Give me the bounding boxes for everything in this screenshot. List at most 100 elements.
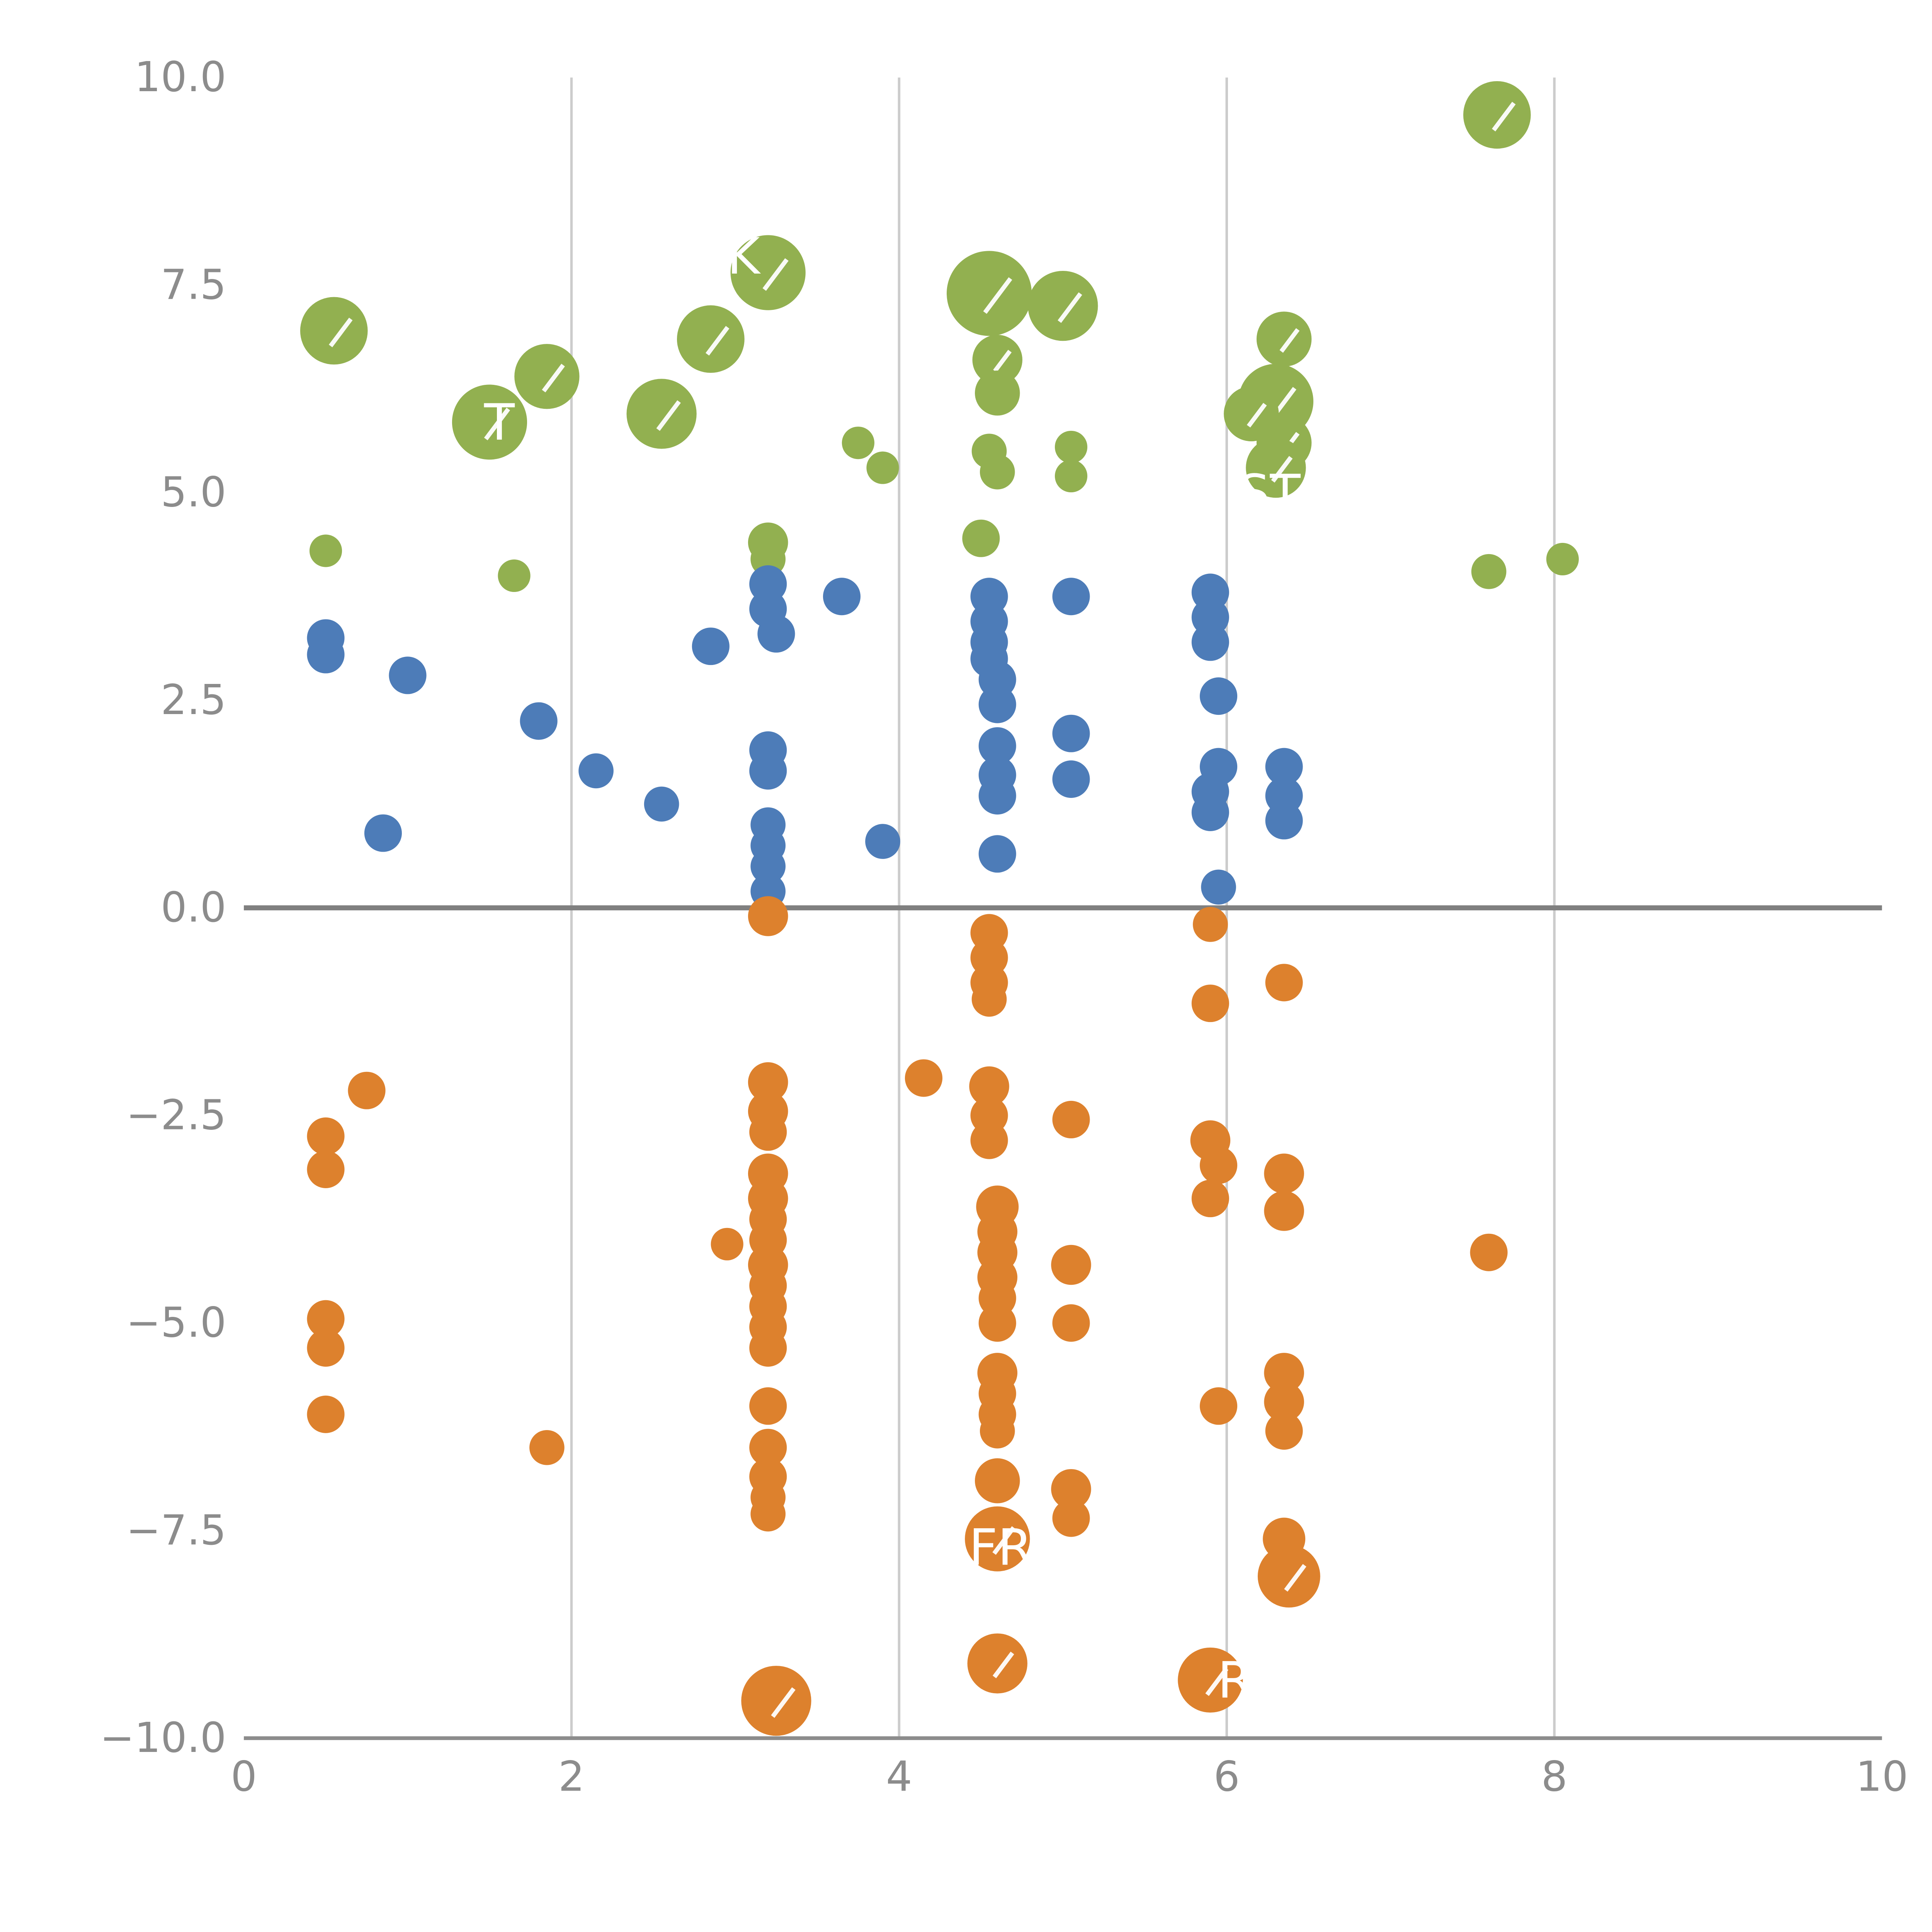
- data-point-green: [1246, 437, 1306, 498]
- data-point-orange: [970, 1121, 1008, 1159]
- data-point-blue: [1200, 677, 1238, 715]
- data-point-orange: [749, 1113, 787, 1151]
- data-point-orange: [348, 1071, 386, 1109]
- y-tick-label: −10.0: [100, 1714, 226, 1762]
- data-point-orange: [1264, 1191, 1304, 1231]
- data-point-orange: [1191, 1180, 1229, 1218]
- data-point-green: [972, 335, 1022, 385]
- y-tick-label: 2.5: [161, 676, 226, 724]
- data-point-blue: [692, 628, 730, 665]
- data-point-blue: [364, 814, 402, 852]
- data-point-orange: [307, 1329, 345, 1367]
- data-point-blue: [1265, 748, 1303, 786]
- x-tick-label: 2: [558, 1753, 585, 1801]
- y-tick-label: 10.0: [134, 53, 226, 101]
- data-point-blue: [1191, 793, 1229, 831]
- data-point-orange: [1051, 1245, 1091, 1285]
- data-point-blue: [978, 727, 1016, 765]
- data-point-green: [1054, 430, 1088, 463]
- data-point-orange: [1052, 1304, 1090, 1342]
- data-point-green: [452, 384, 527, 460]
- bubble-slash-mark: [542, 364, 565, 393]
- bubble-slash-mark: [1492, 102, 1516, 132]
- data-point-blue: [757, 615, 795, 653]
- data-point-green: [626, 379, 697, 449]
- data-point-orange: [1265, 1412, 1303, 1450]
- data-point-blue: [978, 835, 1016, 873]
- data-point-blue: [750, 849, 786, 884]
- data-point-orange: [1052, 1100, 1090, 1139]
- bubble-label: FR: [969, 1518, 1032, 1577]
- data-point-green: [1028, 270, 1098, 341]
- data-point-orange: [1265, 964, 1303, 1002]
- data-point-orange: [965, 1506, 1030, 1571]
- data-point-orange: [1200, 1387, 1238, 1425]
- bubble-label: T: [484, 393, 515, 452]
- x-tick-label: 0: [231, 1753, 257, 1801]
- data-point-green: [980, 454, 1015, 490]
- bubble-slash-mark: [762, 258, 789, 291]
- data-point-blue: [307, 636, 345, 673]
- data-point-green: [677, 305, 745, 373]
- data-point-blue: [578, 753, 614, 789]
- data-point-orange: [307, 1395, 345, 1433]
- data-point-orange: [1193, 907, 1228, 942]
- bubble-slash-mark: [983, 277, 1012, 314]
- data-point-green: [1054, 460, 1088, 493]
- data-point-orange: [980, 1413, 1015, 1449]
- bubble-label: X: [931, 514, 966, 572]
- bubble-label: ST: [1238, 464, 1301, 522]
- bubble-label: R: [1218, 1651, 1252, 1709]
- data-point-orange: [1257, 1545, 1320, 1608]
- bubble-slash-mark: [1271, 456, 1293, 483]
- data-point-orange: [307, 1117, 345, 1155]
- data-point-orange: [1178, 1647, 1243, 1713]
- x-tick-label: 4: [886, 1753, 912, 1801]
- y-tick-label: 7.5: [161, 261, 226, 309]
- data-point-green: [1471, 554, 1507, 589]
- bubble-slash-mark: [1058, 292, 1082, 323]
- data-point-orange: [749, 1387, 787, 1425]
- data-point-blue: [1201, 869, 1236, 905]
- data-point-orange: [748, 1062, 788, 1102]
- data-point-green: [514, 344, 580, 409]
- bubble-slash-mark: [992, 1526, 1015, 1555]
- x-tick-label: 6: [1214, 1753, 1240, 1801]
- data-point-green: [975, 370, 1020, 416]
- data-point-green: [866, 451, 899, 484]
- data-point-green: [1463, 81, 1531, 149]
- data-point-blue: [823, 578, 861, 616]
- bubble-slash-mark: [1279, 328, 1300, 353]
- data-point-orange: [749, 1429, 787, 1466]
- data-point-orange: [1052, 1499, 1090, 1537]
- data-point-orange: [1264, 1153, 1304, 1194]
- bubble-slash-mark: [656, 400, 681, 431]
- y-tick-label: −7.5: [126, 1507, 226, 1554]
- bubble-slash-mark: [771, 1687, 796, 1718]
- data-point-blue: [1191, 623, 1229, 661]
- data-point-green: [498, 559, 531, 592]
- bubble-slash-mark: [1284, 1564, 1306, 1592]
- bubble-slash-mark: [1205, 1667, 1228, 1696]
- data-point-green: [842, 427, 874, 459]
- data-point-blue: [978, 685, 1016, 723]
- x-tick-label: 8: [1541, 1753, 1568, 1801]
- bubble-slash-mark: [484, 408, 510, 440]
- data-point-orange: [971, 981, 1007, 1017]
- data-point-orange: [307, 1300, 345, 1338]
- data-point-green: [300, 297, 368, 365]
- data-point-blue: [1052, 578, 1090, 616]
- y-tick-label: −2.5: [126, 1091, 226, 1139]
- data-point-orange: [1200, 1146, 1238, 1184]
- bubble-slash-mark: [992, 1651, 1014, 1679]
- data-point-orange: [1051, 1469, 1091, 1509]
- data-point-green: [1546, 543, 1579, 576]
- bubble-label: K: [727, 227, 761, 286]
- data-point-blue: [389, 656, 427, 694]
- x-tick-label: 10: [1856, 1753, 1908, 1801]
- data-point-blue: [749, 752, 787, 790]
- data-point-blue: [1052, 760, 1090, 798]
- data-point-green: [962, 519, 1000, 557]
